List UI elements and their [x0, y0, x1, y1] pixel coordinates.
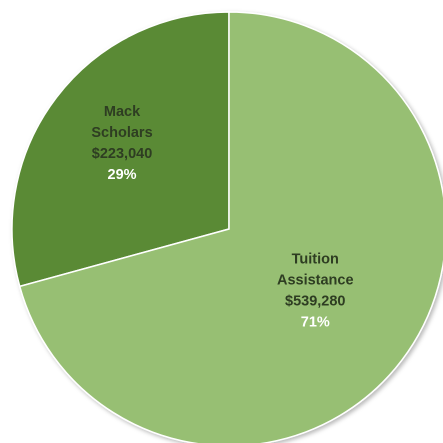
slice-percent-label: 71%	[301, 314, 330, 330]
pie-labels: Mack Scholars $223,040 29% Tuition Assistance…	[91, 104, 353, 330]
pie-slice-mack-scholars	[11, 11, 230, 288]
slice-value-label: $223,040	[92, 146, 152, 162]
slice-name-line: Tuition	[292, 251, 339, 267]
slice-name-line: Scholars	[91, 125, 152, 141]
slice-name-line: Assistance	[277, 272, 354, 288]
slice-label-mack-scholars: Mack Scholars $223,040 29%	[91, 104, 152, 183]
pie-slices	[11, 11, 443, 443]
slice-value-label: $539,280	[285, 293, 345, 309]
slice-name-line: Mack	[104, 104, 141, 120]
pie-slice-tuition-assistance	[18, 11, 443, 443]
slice-percent-label: 29%	[108, 167, 137, 183]
slice-label-tuition-assistance: Tuition Assistance $539,280 71%	[277, 251, 354, 330]
